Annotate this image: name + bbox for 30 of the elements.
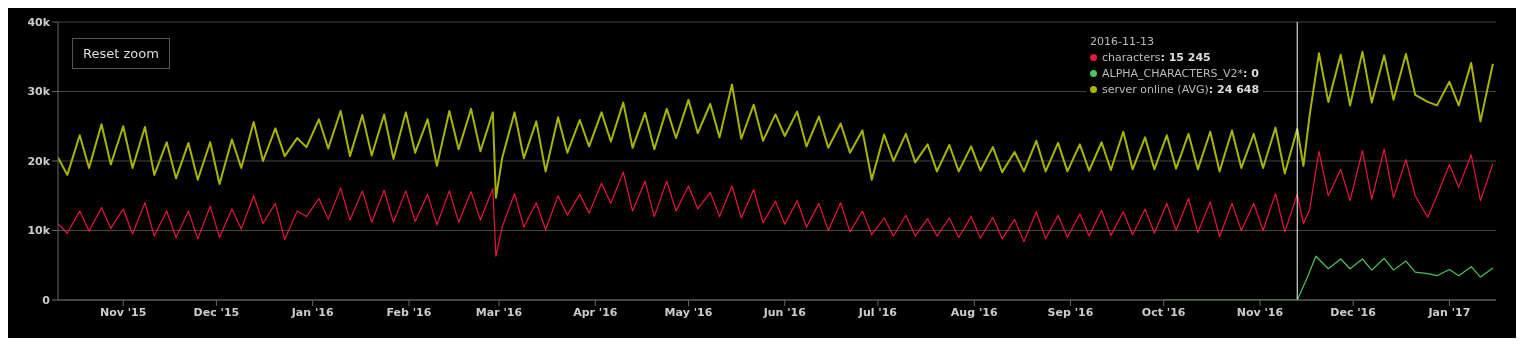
x-tick-label: Jul '16 (857, 305, 898, 319)
annotation: : 0 (1243, 67, 1259, 80)
annotation: 2016-11-13 (1090, 34, 1155, 50)
x-tick-label: Jan '17 (1427, 305, 1471, 319)
y-tick-label: 40k (27, 15, 51, 29)
x-tick-label: Dec '15 (193, 305, 240, 319)
x-tick-label: Dec '16 (1330, 305, 1377, 319)
annotation: : 24 648 (1208, 83, 1260, 96)
x-tick-label: Nov '15 (100, 305, 147, 319)
legend-label: ALPHA_CHARACTERS_V2* (1102, 67, 1244, 80)
x-tick-label: Mar '16 (475, 305, 523, 319)
y-tick-label: 20k (27, 154, 51, 168)
x-tick-label: Oct '16 (1141, 305, 1186, 319)
annotation: : 15 245 (1160, 51, 1211, 64)
x-tick-label: Apr '16 (573, 305, 618, 319)
line-series (58, 148, 1494, 257)
y-tick-label: 0 (42, 293, 51, 307)
legend-label: server online (AVG) (1102, 83, 1209, 96)
x-tick-label: Aug '16 (950, 305, 998, 319)
x-tick-label: Nov '16 (1236, 305, 1284, 319)
x-tick-label: Jan '16 (290, 305, 334, 319)
x-tick-label: Jun '16 (762, 305, 807, 319)
y-tick-label: 10k (27, 224, 51, 238)
reset-zoom-button: Reset zoom (72, 38, 170, 69)
legend-label: characters (1102, 51, 1161, 64)
x-tick-label: Sep '16 (1047, 305, 1094, 319)
x-tick-label: Feb '16 (386, 305, 432, 319)
x-tick-label: May '16 (664, 305, 713, 319)
y-tick-label: 30k (27, 85, 51, 99)
line-series (58, 50, 1494, 199)
